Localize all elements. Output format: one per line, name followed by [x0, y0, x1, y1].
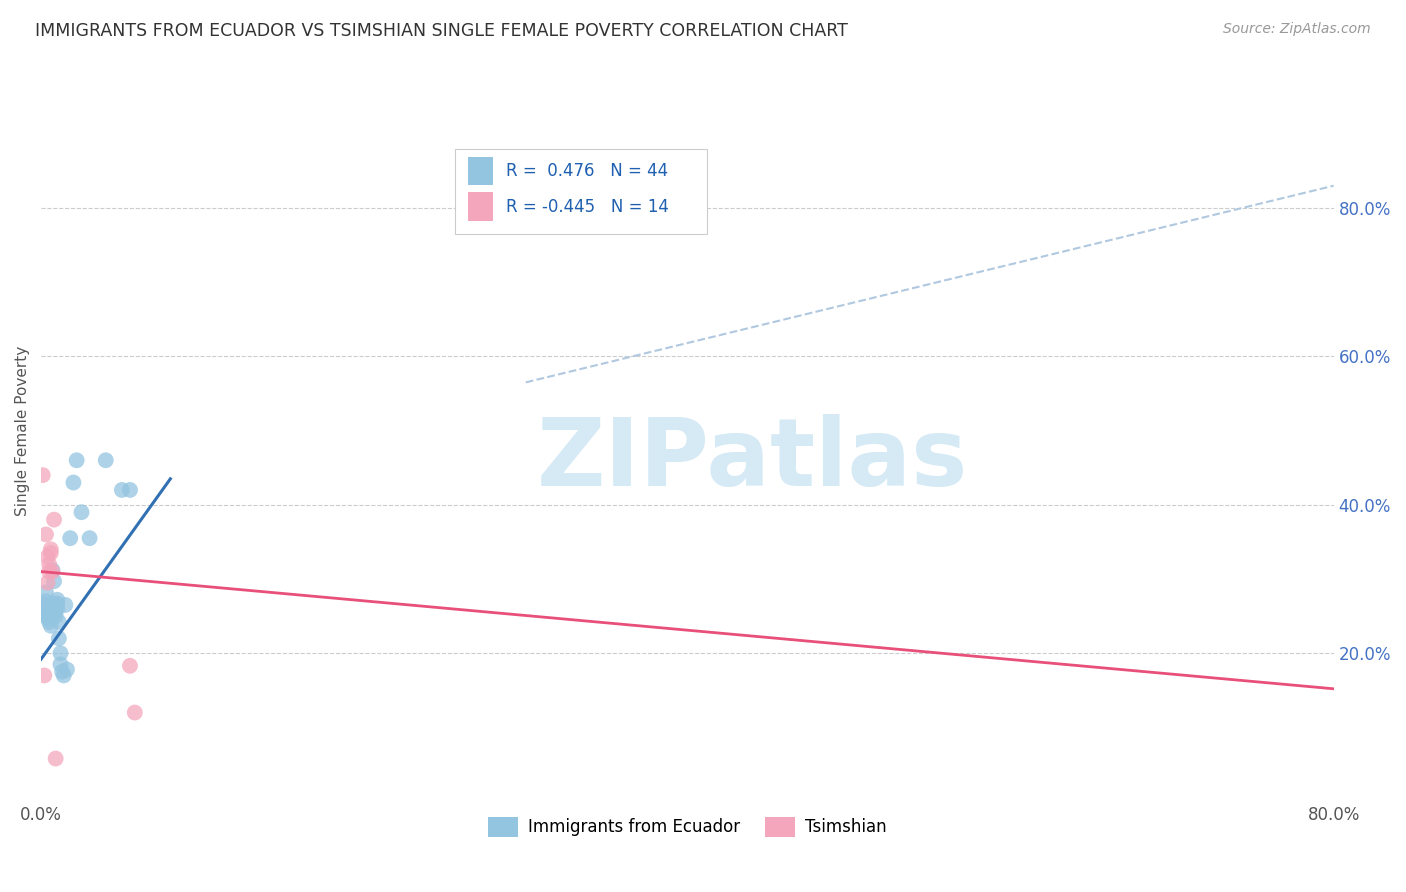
Point [38, 604, 60, 618]
FancyBboxPatch shape [454, 149, 707, 234]
Text: R = -0.445   N = 14: R = -0.445 N = 14 [506, 197, 669, 216]
Point [41, 565, 63, 579]
Point [39, 600, 62, 615]
Point [49, 646, 72, 660]
Text: ZIPatlas: ZIPatlas [536, 414, 967, 507]
Point [38, 606, 60, 620]
FancyBboxPatch shape [468, 157, 494, 185]
Point [37, 600, 59, 615]
Text: Source: ZipAtlas.com: Source: ZipAtlas.com [1223, 22, 1371, 37]
FancyBboxPatch shape [468, 193, 494, 220]
Point [118, 483, 141, 497]
Point [39, 542, 62, 557]
Point [38, 615, 60, 629]
Point [41, 609, 63, 624]
Point [42, 606, 65, 620]
Point [34, 598, 56, 612]
Point [79, 531, 101, 545]
Point [46, 592, 69, 607]
Text: IMMIGRANTS FROM ECUADOR VS TSIMSHIAN SINGLE FEMALE POVERTY CORRELATION CHART: IMMIGRANTS FROM ECUADOR VS TSIMSHIAN SIN… [35, 22, 848, 40]
Point [42, 513, 65, 527]
Point [124, 706, 146, 720]
Point [94, 453, 117, 467]
Point [48, 615, 70, 629]
Point [59, 531, 82, 545]
Legend: Immigrants from Ecuador, Tsimshian: Immigrants from Ecuador, Tsimshian [479, 808, 896, 846]
Point [46, 601, 69, 615]
Point [34, 668, 56, 682]
Point [70, 505, 93, 519]
Point [39, 546, 62, 560]
Point [35, 594, 58, 608]
Point [39, 618, 62, 632]
Point [46, 597, 69, 611]
Point [48, 632, 70, 646]
Point [35, 527, 58, 541]
Point [41, 563, 63, 577]
Point [53, 598, 76, 612]
Point [45, 609, 67, 624]
Point [37, 609, 59, 624]
Y-axis label: Single Female Poverty: Single Female Poverty [15, 345, 30, 516]
Point [66, 453, 89, 467]
Point [31, 601, 53, 615]
Point [45, 751, 67, 765]
Point [37, 575, 59, 590]
Point [49, 657, 72, 672]
Point [38, 557, 60, 571]
Point [62, 475, 84, 490]
Point [35, 604, 58, 618]
Point [42, 574, 65, 589]
Point [45, 601, 67, 615]
Point [118, 658, 141, 673]
Point [39, 611, 62, 625]
Point [35, 585, 58, 599]
Point [51, 665, 73, 679]
Point [42, 597, 65, 611]
Point [34, 607, 56, 622]
Point [39, 604, 62, 618]
Point [38, 611, 60, 625]
Point [38, 565, 60, 579]
Point [41, 601, 63, 615]
Point [111, 483, 134, 497]
Point [52, 668, 75, 682]
Text: R =  0.476   N = 44: R = 0.476 N = 44 [506, 161, 668, 180]
Point [37, 549, 59, 564]
Point [37, 610, 59, 624]
Point [56, 663, 79, 677]
Point [31, 468, 53, 483]
